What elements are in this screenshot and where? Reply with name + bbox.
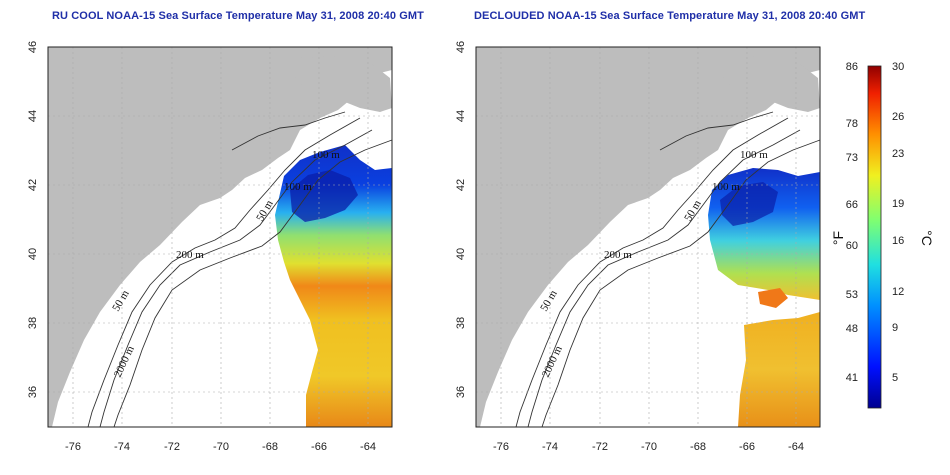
map-frame [475, 46, 821, 428]
colorbar-gradient [867, 65, 882, 409]
celsius-tick-label: 5 [892, 372, 898, 384]
y-tick-label: 42 [455, 179, 467, 191]
x-tick-label: -76 [65, 441, 81, 453]
land-peninsula [292, 56, 392, 112]
celsius-tick-label: 23 [892, 148, 904, 160]
ocean-sst-overlay-south [738, 312, 820, 427]
fahrenheit-tick-label: 53 [846, 289, 858, 301]
y-tick-label: 36 [455, 386, 467, 398]
celsius-tick-label: 30 [892, 61, 904, 73]
land-mass [48, 47, 392, 427]
y-tick-label: 46 [455, 41, 467, 53]
x-tick-label: -68 [262, 441, 278, 453]
y-tick-label: 36 [27, 386, 39, 398]
cold-water-patch [720, 182, 778, 226]
x-axis-ticks: -76 -74 -72 -70 -68 -66 -64 [493, 441, 804, 453]
contour-lines [515, 111, 821, 428]
y-tick-label: 42 [27, 179, 39, 191]
fahrenheit-tick-label: 78 [846, 118, 858, 130]
fahrenheit-tick-label: 86 [846, 61, 858, 73]
land-mass [476, 47, 820, 427]
celsius-tick-label: 19 [892, 198, 904, 210]
contour-label: 200 m [604, 249, 632, 261]
colorbar-fahrenheit-ticks: 86 78 73 66 60 53 48 41 [846, 61, 858, 384]
y-tick-label: 40 [455, 248, 467, 260]
celsius-tick-label: 26 [892, 111, 904, 123]
y-tick-label: 38 [27, 317, 39, 329]
x-tick-label: -74 [542, 441, 558, 453]
x-tick-label: -64 [360, 441, 376, 453]
warm-eddy-patch [758, 288, 788, 308]
panel-title-right: DECLOUDED NOAA-15 Sea Surface Temperatur… [474, 10, 866, 22]
y-tick-label: 38 [455, 317, 467, 329]
x-tick-label: -64 [788, 441, 804, 453]
fahrenheit-tick-label: 73 [846, 152, 858, 164]
grid-lines [476, 47, 820, 427]
contour-label: 100 m [740, 149, 768, 161]
grid-lines [48, 47, 392, 427]
x-tick-label: -66 [739, 441, 755, 453]
y-axis-ticks: 46 44 42 40 38 36 [455, 41, 467, 398]
contour-lines [87, 111, 393, 428]
land-peninsula [720, 56, 820, 112]
contour-label: 100 m [312, 149, 340, 161]
y-tick-label: 44 [455, 110, 467, 122]
x-tick-label: -72 [592, 441, 608, 453]
celsius-tick-label: 9 [892, 322, 898, 334]
map-frame [47, 46, 393, 428]
celsius-tick-label: 16 [892, 235, 904, 247]
x-tick-label: -68 [690, 441, 706, 453]
y-axis-ticks: 46 44 42 40 38 36 [27, 41, 39, 398]
map-panel-left: 100 m 100 m 50 m 200 m 50 m 2000 m -76 -… [27, 41, 393, 453]
x-tick-label: -72 [164, 441, 180, 453]
x-tick-label: -70 [213, 441, 229, 453]
colorbar-celsius-ticks: 30 26 23 19 16 12 9 5 [892, 61, 904, 384]
fahrenheit-tick-label: 66 [846, 199, 858, 211]
x-tick-label: -70 [641, 441, 657, 453]
y-tick-label: 40 [27, 248, 39, 260]
x-tick-label: -66 [311, 441, 327, 453]
colorbar-unit-celsius: °C [919, 230, 935, 246]
map-panel-right: 100 m 100 m 50 m 200 m 50 m 2000 m -76 -… [455, 41, 821, 453]
celsius-tick-label: 12 [892, 286, 904, 298]
fahrenheit-tick-label: 48 [846, 323, 858, 335]
x-tick-label: -74 [114, 441, 130, 453]
y-tick-label: 44 [27, 110, 39, 122]
contour-label: 100 m [712, 181, 740, 193]
cold-water-patch [290, 170, 358, 222]
x-axis-ticks: -76 -74 -72 -70 -68 -66 -64 [65, 441, 376, 453]
colorbar: 86 78 73 66 60 53 48 41 30 26 23 19 16 1… [830, 61, 935, 409]
panel-title-left: RU COOL NOAA-15 Sea Surface Temperature … [52, 10, 424, 22]
fahrenheit-tick-label: 60 [846, 240, 858, 252]
y-tick-label: 46 [27, 41, 39, 53]
contour-label: 200 m [176, 249, 204, 261]
fahrenheit-tick-label: 41 [846, 372, 858, 384]
colorbar-unit-fahrenheit: °F [830, 231, 846, 245]
x-tick-label: -76 [493, 441, 509, 453]
contour-label: 100 m [284, 181, 312, 193]
